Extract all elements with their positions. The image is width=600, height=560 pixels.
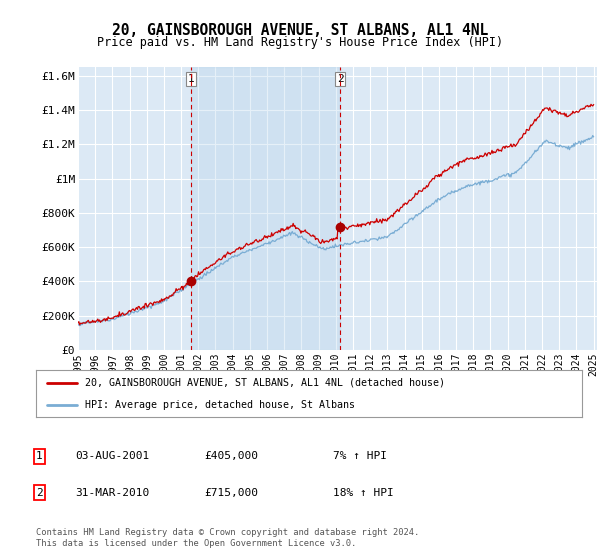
Text: 1: 1 xyxy=(188,74,194,84)
Text: HPI: Average price, detached house, St Albans: HPI: Average price, detached house, St A… xyxy=(85,400,355,410)
Text: 18% ↑ HPI: 18% ↑ HPI xyxy=(333,488,394,498)
Text: 03-AUG-2001: 03-AUG-2001 xyxy=(75,451,149,461)
Text: Price paid vs. HM Land Registry's House Price Index (HPI): Price paid vs. HM Land Registry's House … xyxy=(97,36,503,49)
Bar xyxy=(191,67,340,350)
Text: Contains HM Land Registry data © Crown copyright and database right 2024.
This d: Contains HM Land Registry data © Crown c… xyxy=(36,528,419,548)
Text: 20, GAINSBOROUGH AVENUE, ST ALBANS, AL1 4NL: 20, GAINSBOROUGH AVENUE, ST ALBANS, AL1 … xyxy=(112,23,488,38)
Text: 2: 2 xyxy=(36,488,43,498)
Text: £715,000: £715,000 xyxy=(204,488,258,498)
Text: 31-MAR-2010: 31-MAR-2010 xyxy=(75,488,149,498)
Text: 7% ↑ HPI: 7% ↑ HPI xyxy=(333,451,387,461)
Text: 20, GAINSBOROUGH AVENUE, ST ALBANS, AL1 4NL (detached house): 20, GAINSBOROUGH AVENUE, ST ALBANS, AL1 … xyxy=(85,378,445,388)
Text: 2: 2 xyxy=(337,74,343,84)
Text: £405,000: £405,000 xyxy=(204,451,258,461)
Text: 1: 1 xyxy=(36,451,43,461)
